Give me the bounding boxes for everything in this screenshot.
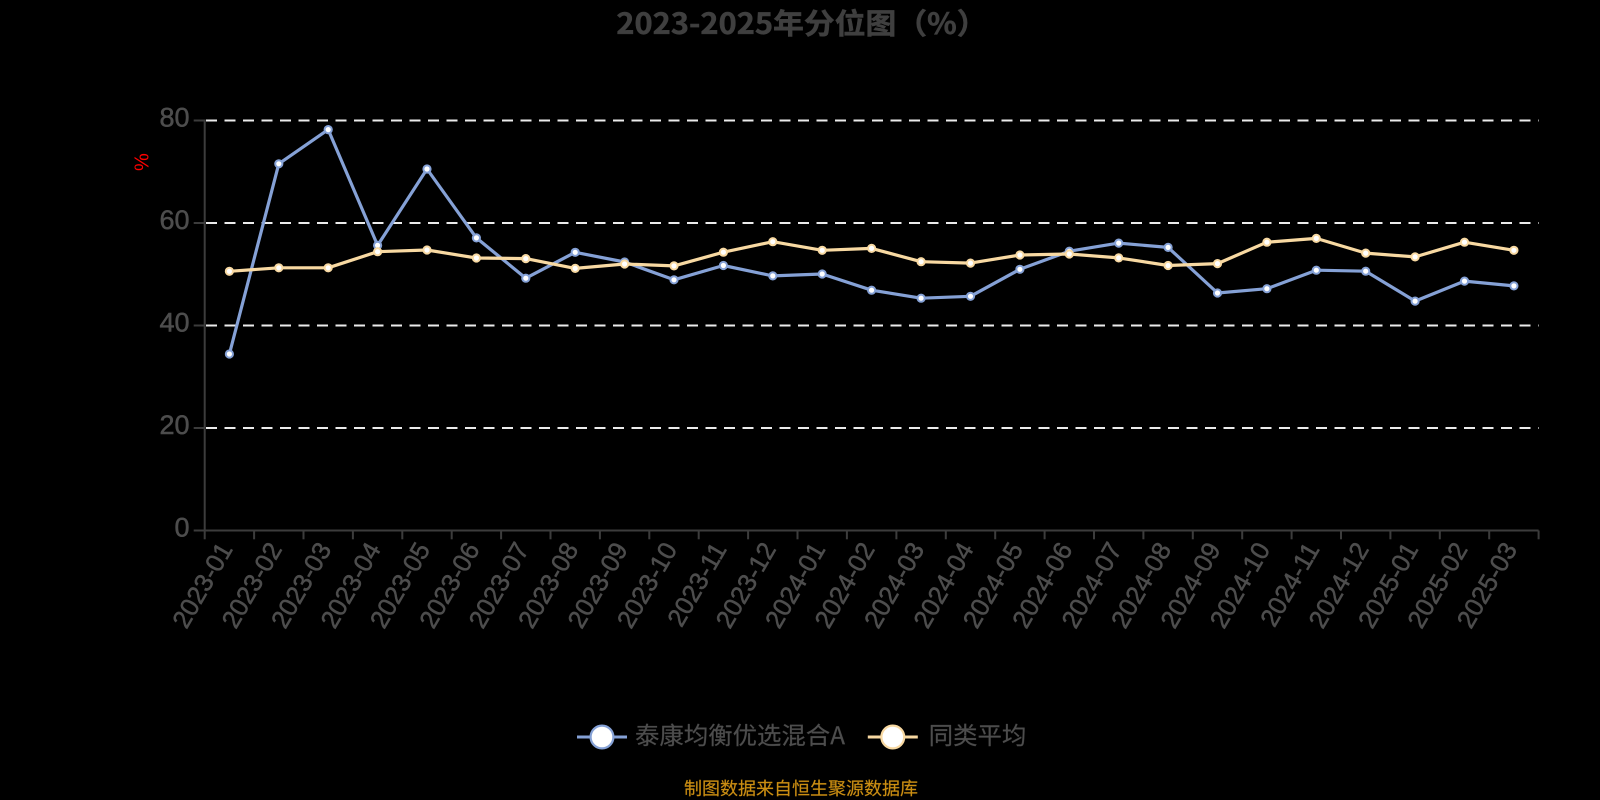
svg-text:80: 80 xyxy=(159,103,189,133)
svg-text:40: 40 xyxy=(159,308,189,338)
svg-text:60: 60 xyxy=(159,205,189,235)
svg-text:20: 20 xyxy=(159,410,189,440)
svg-text:%: % xyxy=(132,153,154,171)
svg-text:0: 0 xyxy=(174,513,189,543)
